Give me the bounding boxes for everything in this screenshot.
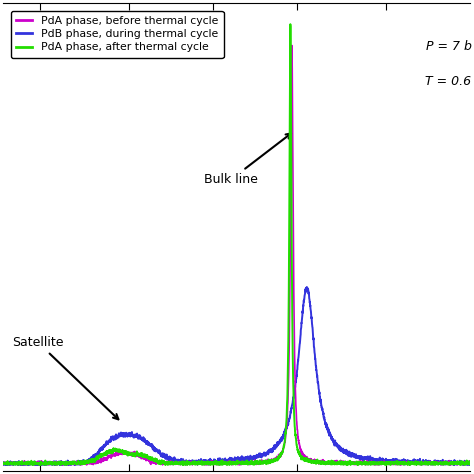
Text: T = 0.6: T = 0.6 xyxy=(425,75,472,88)
Text: Satellite: Satellite xyxy=(12,336,118,419)
Text: Bulk line: Bulk line xyxy=(204,134,291,186)
Text: P = 7 b: P = 7 b xyxy=(426,40,472,53)
Legend: PdA phase, before thermal cycle, PdB phase, during thermal cycle, PdA phase, aft: PdA phase, before thermal cycle, PdB pha… xyxy=(10,10,224,58)
